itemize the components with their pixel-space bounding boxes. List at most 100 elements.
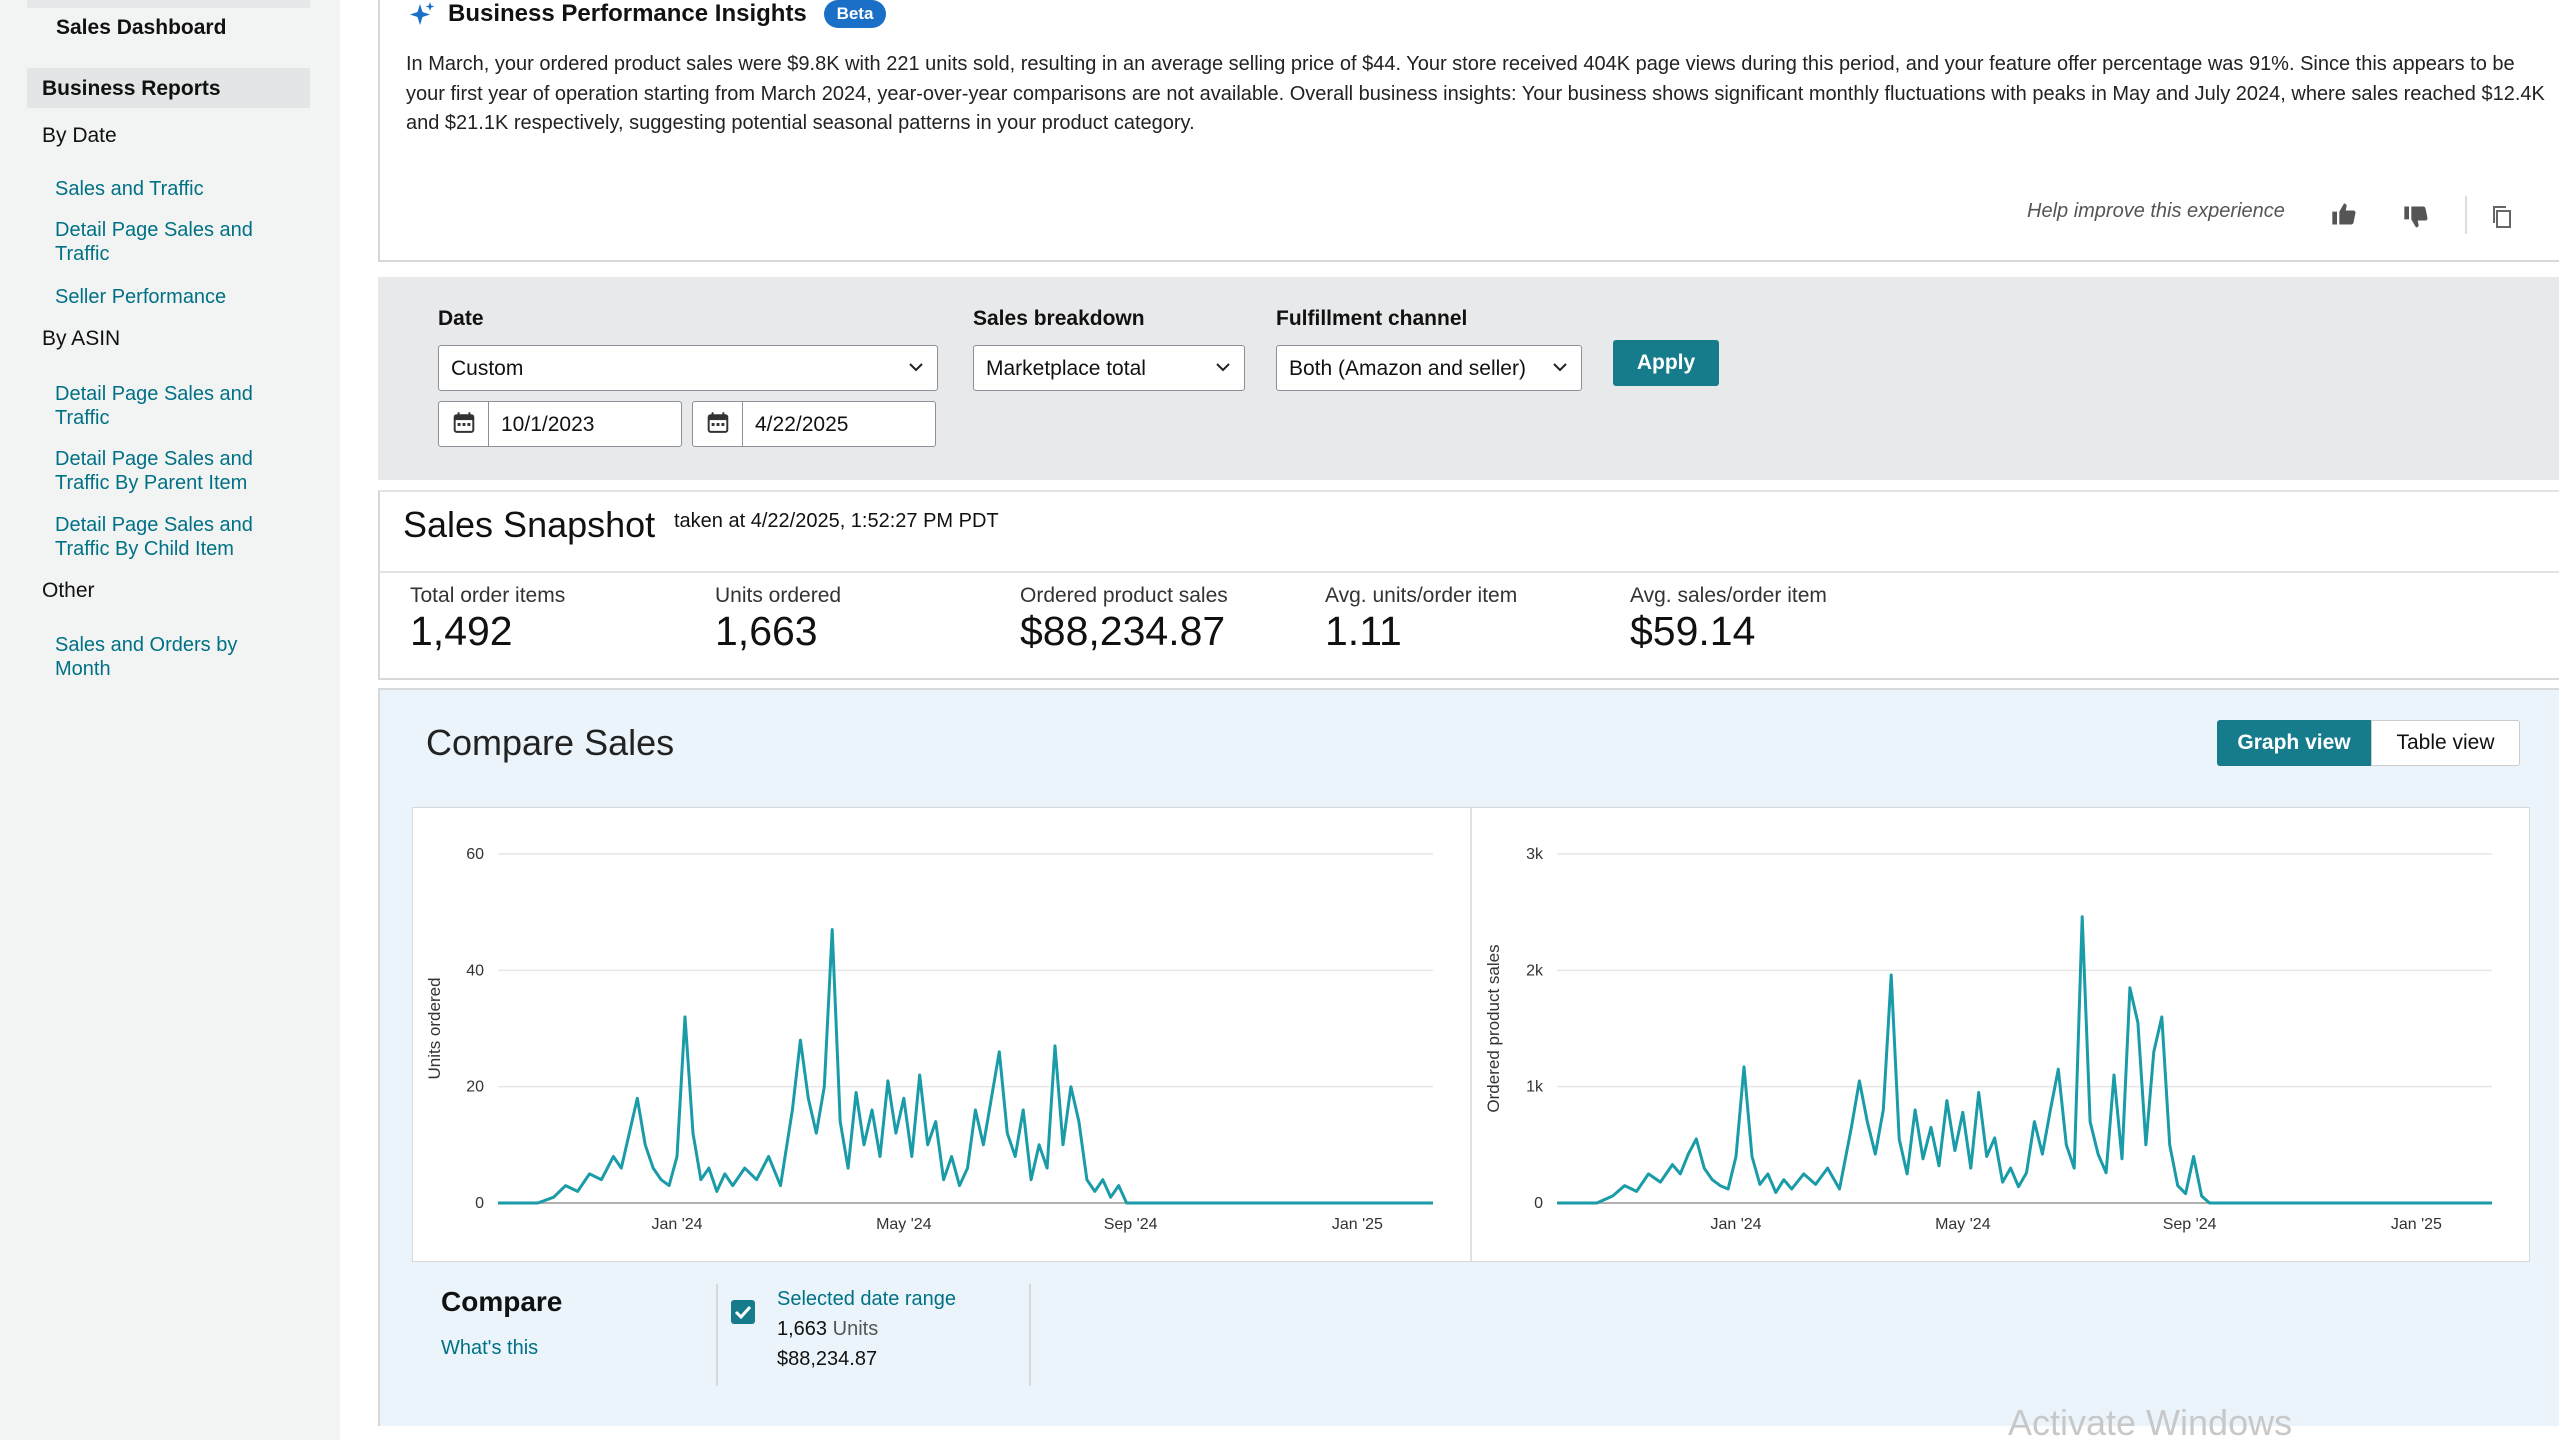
apply-button[interactable]: Apply [1613, 340, 1719, 386]
ordered-product-sales-chart: 0 1k 2k 3k Jan '24 May '24 Sep '24 Jan '25 Order… [1484, 846, 2492, 1233]
y-axis-label: Units ordered [425, 977, 444, 1079]
series-line [1557, 915, 2492, 1205]
start-date-value: 10/1/2023 [501, 413, 595, 436]
activate-windows-watermark: Activate Windows [2008, 1402, 2293, 1443]
x-tick-label: Jan '24 [1710, 1216, 1761, 1233]
fulfillment-channel-select[interactable]: Both (Amazon and seller) [1276, 345, 1582, 391]
x-tick-label: Sep '24 [2163, 1216, 2217, 1233]
chart-container: 0 20 40 60 Jan '24 May '24 Sep '24 Jan '25 Units… [412, 807, 2530, 1262]
y-axis-label: Ordered product sales [1484, 944, 1503, 1112]
compare-sales-total: $88,234.87 [777, 1348, 878, 1370]
metric-value: 1,492 [410, 608, 513, 654]
metric-value: 1,663 [715, 608, 818, 654]
x-tick-label: Jan '24 [651, 1216, 702, 1233]
units-ordered-chart: 0 20 40 60 Jan '24 May '24 Sep '24 Jan '25 Units… [425, 846, 1433, 1233]
graph-view-button[interactable]: Graph view [2217, 720, 2371, 766]
date-range-select[interactable]: Custom [438, 345, 938, 391]
snapshot-divider [380, 571, 2559, 573]
metric-label: Ordered product sales [1020, 584, 1228, 607]
metric-label: Units ordered [715, 584, 842, 607]
chevron-down-icon [1553, 363, 1567, 372]
metric-value: $59.14 [1630, 608, 1756, 654]
x-tick-label: Jan '25 [2391, 1216, 2442, 1233]
sidebar-link-seller-performance[interactable]: Seller Performance [55, 286, 227, 308]
sidebar-link-asin-detail-page-sales-and-traffic[interactable]: Detail Page Sales and Traffic [55, 383, 253, 429]
checkmark-icon [734, 1305, 752, 1320]
insights-card: Business Performance Insights Beta In Ma… [378, 0, 2559, 262]
sales-breakdown-select[interactable]: Marketplace total [973, 345, 1245, 391]
date-range-value: Custom [451, 357, 524, 380]
y-tick-label: 0 [1534, 1195, 1543, 1212]
end-date-input[interactable]: 4/22/2025 [692, 401, 936, 447]
y-tick-label: 40 [466, 962, 484, 979]
sidebar-link-sales-and-orders-by-month[interactable]: Sales and Orders by Month [55, 634, 238, 680]
y-tick-label: 1k [1526, 1079, 1544, 1096]
x-tick-label: May '24 [876, 1216, 932, 1233]
start-date-input[interactable]: 10/1/2023 [438, 401, 682, 447]
metric-value: 1.11 [1325, 608, 1402, 654]
sidebar: Sales Dashboard Business Reports By Date… [0, 0, 340, 1440]
end-date-value: 4/22/2025 [755, 413, 849, 436]
compare-sales-title: Compare Sales [426, 722, 675, 763]
thumbs-down-icon[interactable] [2402, 203, 2430, 231]
y-tick-label: 60 [466, 846, 484, 863]
units-label: Units [832, 1318, 879, 1340]
sparkle-icon [410, 2, 435, 25]
sidebar-item-business-reports[interactable]: Business Reports [27, 68, 310, 108]
insights-text: In March, your ordered product sales wer… [406, 53, 2545, 134]
sales-breakdown-label: Sales breakdown [973, 307, 1145, 330]
metric-ordered-product-sales: Ordered product sales $88,234.87 [1020, 584, 1228, 655]
calendar-icon[interactable] [693, 402, 743, 446]
metric-avg-units-per-order-item: Avg. units/order item 1.11 [1325, 584, 1517, 655]
chart-separator [1470, 808, 1472, 1261]
compare-divider [716, 1284, 718, 1386]
filter-panel: Date Custom 10/1/2023 4/22/2025 Sales br… [378, 277, 2559, 480]
metric-total-order-items: Total order items 1,492 [410, 584, 565, 655]
sidebar-top-strip [27, 0, 310, 8]
insights-title: Business Performance Insights [448, 0, 807, 27]
calendar-icon[interactable] [439, 402, 489, 446]
selected-date-range-label: Selected date range [777, 1288, 957, 1310]
table-view-button[interactable]: Table view [2371, 720, 2520, 766]
x-tick-label: Sep '24 [1104, 1216, 1158, 1233]
compare-title: Compare [441, 1286, 563, 1317]
chevron-down-icon [909, 363, 923, 372]
compare-units: 1,663 Units [777, 1318, 878, 1341]
metric-label: Avg. units/order item [1325, 584, 1518, 607]
metric-avg-sales-per-order-item: Avg. sales/order item $59.14 [1630, 584, 1827, 655]
metric-units-ordered: Units ordered 1,663 [715, 584, 841, 655]
sidebar-item-sales-dashboard[interactable]: Sales Dashboard [56, 16, 227, 39]
sidebar-link-detail-page-by-child-item[interactable]: Detail Page Sales and Traffic By Child I… [55, 514, 253, 560]
sidebar-link-detail-page-by-parent-item[interactable]: Detail Page Sales and Traffic By Parent … [55, 448, 253, 494]
snapshot-timestamp: taken at 4/22/2025, 1:52:27 PM PDT [674, 510, 999, 532]
whats-this-link[interactable]: What's this [441, 1337, 539, 1359]
x-tick-label: May '24 [1935, 1216, 1991, 1233]
fulfillment-channel-label: Fulfillment channel [1276, 307, 1468, 330]
y-tick-label: 20 [466, 1079, 484, 1096]
sidebar-heading-other: Other [42, 579, 95, 602]
sales-breakdown-value: Marketplace total [986, 357, 1146, 380]
compare-divider [1029, 1284, 1031, 1386]
selected-range-checkbox[interactable] [731, 1300, 755, 1324]
metric-label: Total order items [410, 584, 566, 607]
beta-badge: Beta [824, 0, 886, 28]
sidebar-link-detail-page-sales-and-traffic[interactable]: Detail Page Sales and Traffic [55, 219, 253, 265]
copy-icon[interactable] [2490, 204, 2514, 230]
help-improve-text: Help improve this experience [2027, 200, 2285, 222]
sales-snapshot: Sales Snapshot taken at 4/22/2025, 1:52:… [378, 490, 2559, 680]
compare-sales-section: Compare Sales Graph view Table view 0 20 4… [378, 688, 2559, 1426]
snapshot-title: Sales Snapshot [403, 504, 656, 545]
y-tick-label: 0 [475, 1195, 484, 1212]
metric-value: $88,234.87 [1020, 608, 1226, 654]
x-tick-label: Jan '25 [1332, 1216, 1383, 1233]
units-value: 1,663 [777, 1318, 828, 1340]
sidebar-heading-by-date: By Date [42, 124, 117, 147]
icon-divider [2465, 196, 2467, 234]
y-tick-label: 2k [1526, 962, 1544, 979]
series-line [498, 928, 1433, 1205]
sidebar-heading-by-asin: By ASIN [42, 327, 121, 350]
sidebar-link-sales-and-traffic[interactable]: Sales and Traffic [55, 178, 204, 200]
fulfillment-channel-value: Both (Amazon and seller) [1289, 357, 1526, 380]
metric-label: Avg. sales/order item [1630, 584, 1827, 607]
thumbs-up-icon[interactable] [2330, 200, 2358, 228]
